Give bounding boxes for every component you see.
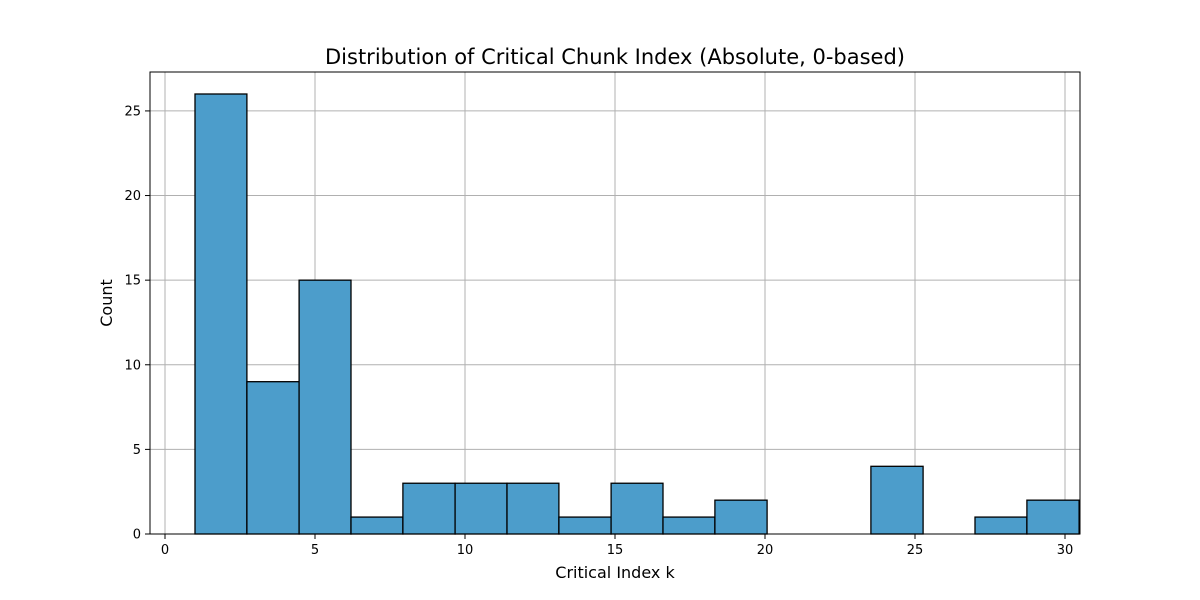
- histogram-bar: [350, 516, 404, 535]
- y-tick-label: 5: [133, 443, 141, 458]
- y-axis-title: Count: [97, 279, 116, 327]
- x-tick-label: 20: [757, 543, 774, 558]
- histogram-bars: [194, 93, 1080, 535]
- histogram-bar: [662, 516, 716, 535]
- x-axis-title: Critical Index k: [555, 563, 675, 582]
- histogram-bar: [974, 516, 1028, 535]
- y-tick-label: 0: [133, 528, 141, 543]
- histogram-bar: [402, 482, 456, 535]
- x-tick-label: 25: [907, 543, 924, 558]
- y-tick-label: 20: [124, 189, 141, 204]
- y-axis-ticks: 0 5 10 15 20 25: [124, 104, 150, 543]
- x-tick-label: 15: [607, 543, 624, 558]
- x-tick-label: 10: [457, 543, 474, 558]
- y-tick-label: 10: [124, 358, 141, 373]
- histogram-bar: [1026, 499, 1080, 535]
- histogram-bar: [454, 482, 508, 535]
- histogram-bar: [558, 516, 612, 535]
- x-tick-label: 5: [311, 543, 319, 558]
- chart-title: Distribution of Critical Chunk Index (Ab…: [325, 45, 905, 69]
- x-tick-label: 0: [161, 543, 169, 558]
- y-tick-label: 15: [124, 274, 141, 289]
- x-axis-ticks: 0 5 10 15 20 25 30: [161, 534, 1073, 558]
- histogram-bar: [246, 381, 300, 535]
- histogram-bar: [298, 279, 352, 535]
- histogram-bar: [870, 465, 924, 535]
- histogram-bar: [506, 482, 560, 535]
- y-tick-label: 25: [124, 104, 141, 119]
- x-tick-label: 30: [1057, 543, 1074, 558]
- histogram-bar: [714, 499, 768, 535]
- histogram-bar: [194, 93, 248, 535]
- histogram-bar: [610, 482, 664, 535]
